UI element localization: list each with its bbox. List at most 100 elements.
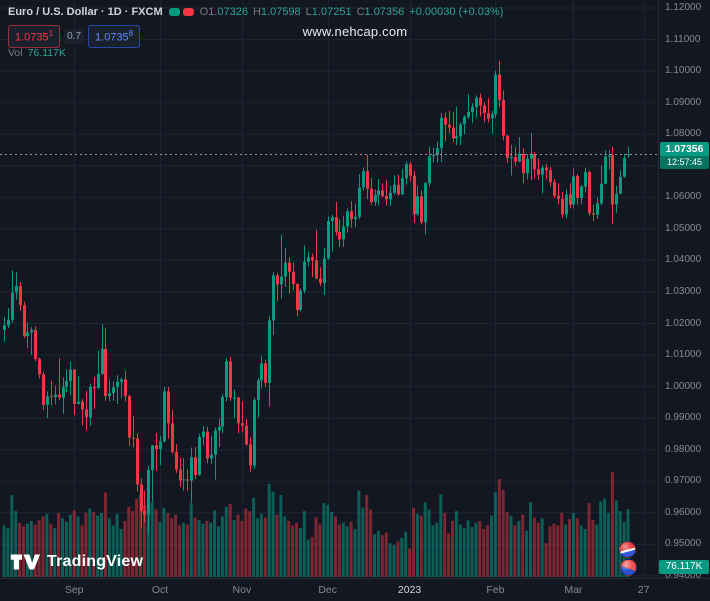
candle-body [588,172,591,214]
low-value: 1.07251 [311,6,352,18]
candle-body [34,329,37,359]
candle-body [514,157,517,162]
candle-body [323,258,326,284]
volume-bar [162,507,166,577]
watermark-url: www.nehcap.com [302,24,408,39]
volume-bar [291,525,295,577]
candle-body [202,431,205,438]
volume-bar [532,517,536,577]
volume-bar [540,518,544,577]
volume-bar [14,511,18,577]
volume-bar [267,483,271,577]
price-tick-label: 0.99000 [665,412,702,424]
candle-body [260,363,263,381]
volume-bar [119,528,123,577]
price-tick-label: 1.00000 [665,380,702,392]
candle-body [608,155,611,157]
volume-bar [435,522,439,577]
volume-bar [298,528,302,577]
volume-bar [583,528,587,577]
volume-value: 76.117K [27,47,66,59]
candle-body [342,226,345,240]
volume-bar [349,521,353,577]
price-tick-label: 1.06000 [665,191,702,203]
volume-bar [603,498,607,577]
volume-bar [447,533,451,577]
volume-bar [115,513,119,577]
volume-bar [536,522,540,577]
buy-button[interactable]: 1.07358 [88,25,141,48]
candle-body [502,99,505,136]
volume-bar [326,504,330,577]
candle-body [140,484,143,511]
volume-bar [587,503,591,577]
chart-sticker-icon-2[interactable] [620,559,637,576]
price-tick-label: 0.94000 [665,569,702,581]
candle-body [179,469,182,481]
candle-body [432,155,435,157]
volume-bar [287,520,291,577]
candle-body [455,136,458,139]
volume-bar [369,509,373,577]
volume-bar [33,524,37,577]
candle-body [303,261,306,291]
time-tick-label: 2023 [397,584,422,596]
candle-body [268,320,271,383]
volume-bar [497,479,501,577]
volume-bar [96,515,100,577]
candle-body [561,198,564,215]
symbol-title[interactable]: Euro / U.S. Dollar · 1D · FXCM [8,6,163,18]
volume-bar [76,516,80,577]
candle-body [264,363,267,383]
candle-body [584,172,587,187]
price-tick-label: 1.11000 [665,33,701,45]
price-axis[interactable]: 1.07356 12:57:45 0.94000 0.95000 0.96000 0.… [658,0,710,581]
chart-sticker-icon-1[interactable] [619,541,636,558]
volume-bar [322,503,326,577]
volume-bar [595,524,599,577]
candle-body [62,386,65,398]
candle-body [510,157,513,159]
price-tick-label: 1.08000 [665,128,702,140]
volume-bar [72,510,76,577]
volume-bar [376,530,380,577]
candle-body [23,305,26,337]
candle-body [572,176,575,205]
candle-body [416,196,419,215]
candle-body [518,153,521,162]
time-axis[interactable]: Sep Oct Nov Dec 2023 Feb Mar 27 [0,578,710,601]
volume-bar [131,511,135,577]
time-tick-label: Nov [232,584,252,596]
candle-body [225,361,228,398]
candle-body [69,369,72,381]
candle-body [315,260,318,279]
volume-bar [100,512,103,577]
candle-body [175,451,178,470]
volume-bar [505,512,509,577]
sell-button[interactable]: 1.07351 [8,25,61,48]
volume-bar [275,514,279,577]
symbol-legend: Euro / U.S. Dollar · 1D · FXCM O1.07326 … [8,6,503,18]
volume-bar [392,544,396,577]
candle-body [253,399,256,466]
volume-bar [451,520,454,577]
candle-body [526,158,529,174]
volume-bar [217,526,220,577]
candle-body [346,211,349,227]
candle-body [428,156,431,184]
price-tick-label: 1.09000 [665,96,702,108]
candle-body [46,396,49,405]
volume-bar [482,528,486,577]
last-price-badge: 1.07356 12:57:45 [660,142,709,169]
tradingview-logo[interactable]: TradingView [10,552,143,572]
volume-bar [490,515,493,577]
time-tick-label: Oct [151,584,169,596]
volume-bar [509,515,513,577]
volume-bar [232,520,236,577]
candle-body [475,97,478,108]
candle-body [385,196,388,200]
candle-body [393,184,396,193]
candle-body [38,358,41,375]
volume-bar [431,525,435,577]
